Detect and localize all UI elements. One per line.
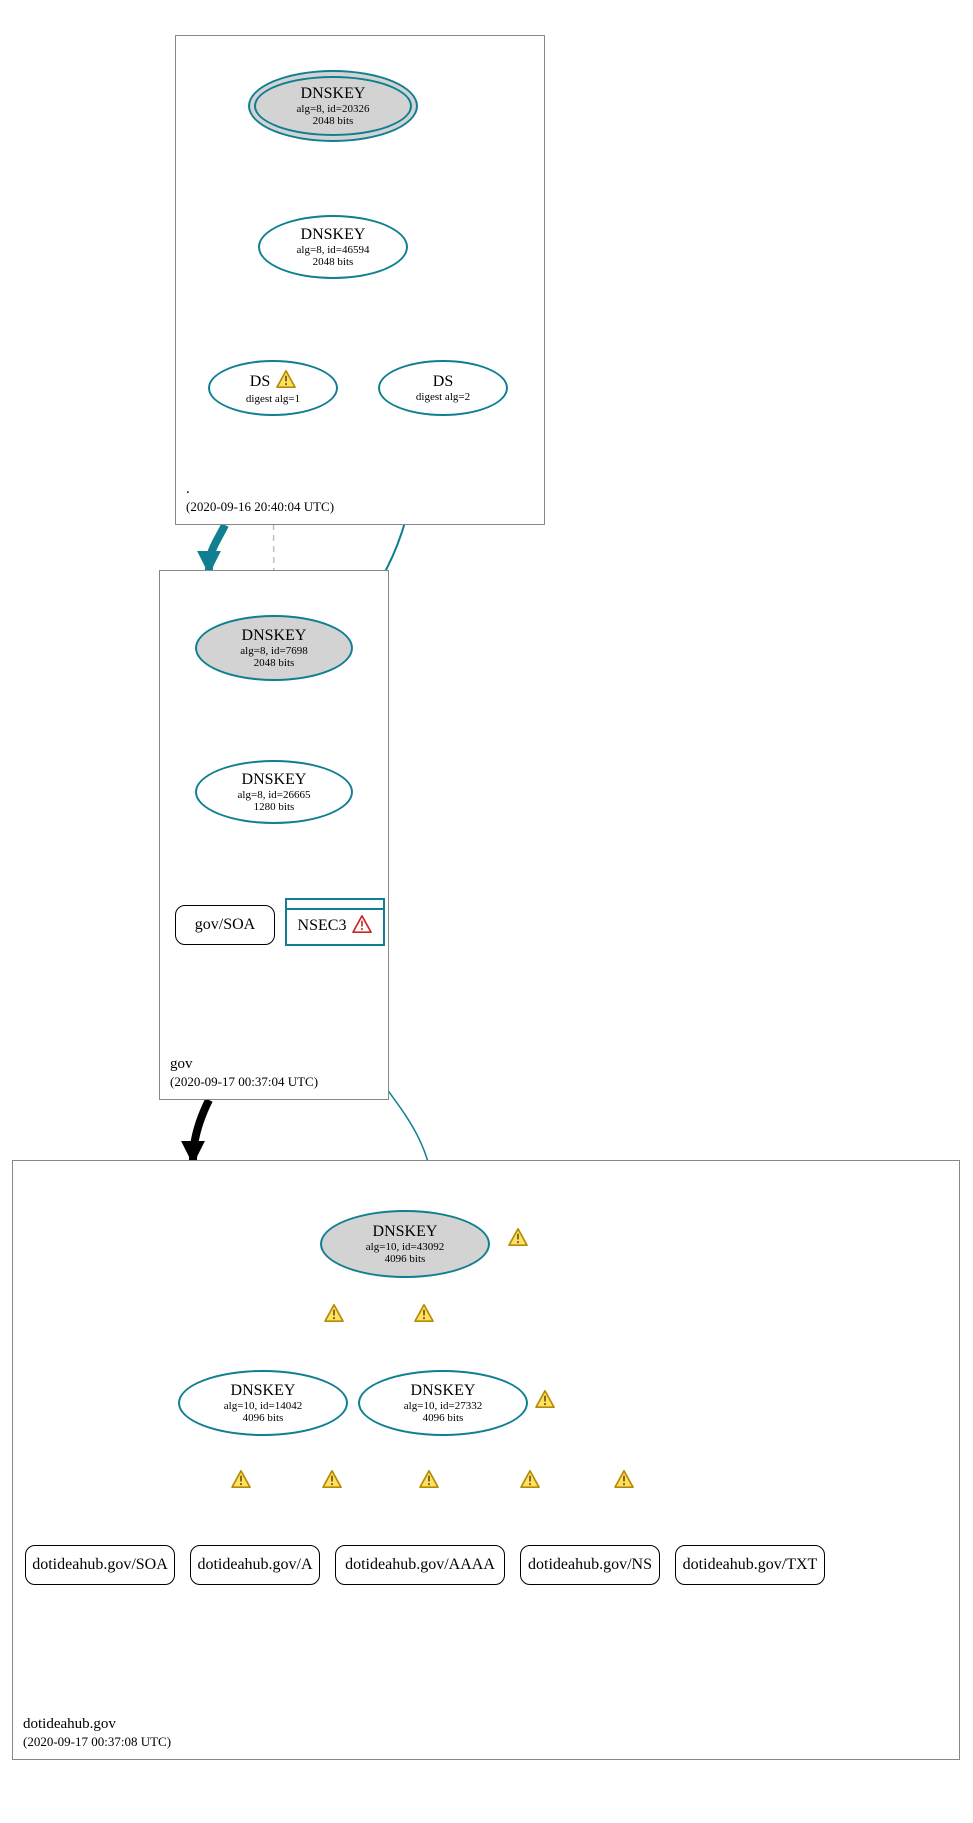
node-detail: alg=10, id=27332 [404,1400,482,1412]
node-title: gov/SOA [195,916,255,934]
node-dih_zsk2: DNSKEYalg=10, id=273324096 bits [358,1370,528,1436]
node-gov_ksk: DNSKEYalg=8, id=76982048 bits [195,615,353,681]
zone-timestamp: (2020-09-16 20:40:04 UTC) [186,499,334,516]
zone-timestamp: (2020-09-17 00:37:08 UTC) [23,1734,171,1751]
node-rr_txt: dotideahub.gov/TXT [675,1545,825,1585]
node-title: dotideahub.gov/NS [528,1556,652,1574]
diagram-canvas: . (2020-09-16 20:40:04 UTC) gov (2020-09-… [0,0,973,1823]
node-title: DNSKEY [373,1223,438,1241]
node-title: DNSKEY [242,627,307,645]
node-detail: alg=8, id=26665 [238,789,311,801]
node-detail: alg=10, id=14042 [224,1400,302,1412]
node-title: DNSKEY [242,771,307,789]
error-icon [352,915,372,938]
zone-name: gov [170,1055,318,1075]
node-detail: alg=8, id=46594 [297,244,370,256]
warning-icon [276,370,296,393]
node-gov_soa: gov/SOA [175,905,275,945]
node-title: dotideahub.gov/AAAA [345,1556,495,1574]
zone-name: dotideahub.gov [23,1715,171,1735]
node-rr_a: dotideahub.gov/A [190,1545,320,1585]
node-detail: digest alg=1 [246,393,300,405]
node-detail: 2048 bits [313,256,354,268]
node-rr_aaaa: dotideahub.gov/AAAA [335,1545,505,1585]
node-title: NSEC3 [298,917,347,935]
node-title: DS [433,373,453,391]
node-detail: alg=8, id=20326 [297,103,370,115]
zone-name: . [186,480,334,500]
node-detail: 1280 bits [254,801,295,813]
node-title: dotideahub.gov/TXT [683,1556,818,1574]
node-title: DS [250,373,270,391]
node-detail: alg=8, id=7698 [240,645,307,657]
node-gov_zsk: DNSKEYalg=8, id=266651280 bits [195,760,353,824]
node-detail: digest alg=2 [416,391,470,403]
node-detail: 4096 bits [385,1253,426,1265]
node-title: DNSKEY [301,85,366,103]
zone-label: dotideahub.gov (2020-09-17 00:37:08 UTC) [23,1715,171,1751]
node-title: dotideahub.gov/SOA [32,1556,168,1574]
node-rr_ns: dotideahub.gov/NS [520,1545,660,1585]
node-dih_ksk: DNSKEYalg=10, id=430924096 bits [320,1210,490,1278]
node-detail: 2048 bits [313,115,354,127]
node-root_ksk: DNSKEYalg=8, id=203262048 bits [248,70,418,142]
zone-timestamp: (2020-09-17 00:37:04 UTC) [170,1074,318,1091]
zone-label: gov (2020-09-17 00:37:04 UTC) [170,1055,318,1091]
node-detail: 4096 bits [243,1412,284,1424]
node-detail: 4096 bits [423,1412,464,1424]
node-detail: 2048 bits [254,657,295,669]
node-root_ds1: DS digest alg=1 [208,360,338,416]
node-title: dotideahub.gov/A [197,1556,312,1574]
node-title: DNSKEY [411,1382,476,1400]
node-dih_zsk1: DNSKEYalg=10, id=140424096 bits [178,1370,348,1436]
node-title: DNSKEY [231,1382,296,1400]
node-gov_nsec3: NSEC3 [285,898,385,946]
node-detail: alg=10, id=43092 [366,1241,444,1253]
node-title: DNSKEY [301,226,366,244]
node-root_zsk: DNSKEYalg=8, id=465942048 bits [258,215,408,279]
node-rr_soa: dotideahub.gov/SOA [25,1545,175,1585]
zone-label: . (2020-09-16 20:40:04 UTC) [186,480,334,516]
node-root_ds2: DSdigest alg=2 [378,360,508,416]
